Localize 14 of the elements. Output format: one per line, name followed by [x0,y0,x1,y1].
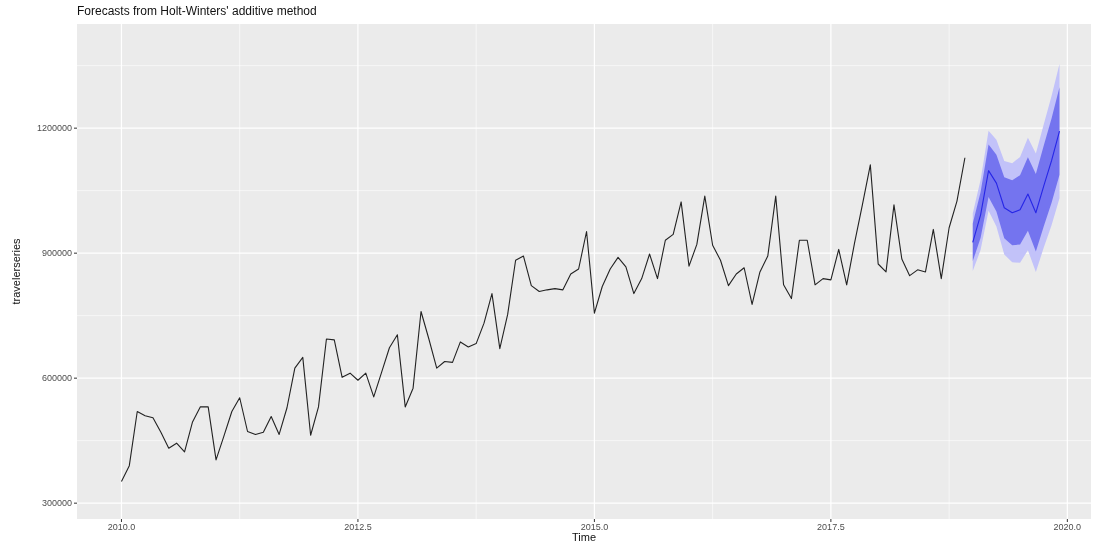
x-tick-label: 2017.5 [817,522,845,532]
x-axis-title: Time [571,531,597,543]
y-axis-title: travelerseries [10,237,22,305]
line-series [120,157,966,483]
x-tick-label: 2020.0 [1053,522,1082,532]
x-tick-label: 2010.0 [107,522,136,532]
x-tick-label: 2015.0 [580,522,609,532]
y-tick-label: 900000 [41,248,72,259]
x-tick-label: 2012.5 [344,522,372,532]
y-tick-label: 1200000 [36,123,72,134]
chart-title: Forecasts from Holt-Winters' additive method [77,4,317,18]
line-series [972,130,1061,243]
y-tick-label: 300000 [41,498,72,509]
y-tick-label: 600000 [41,373,72,384]
